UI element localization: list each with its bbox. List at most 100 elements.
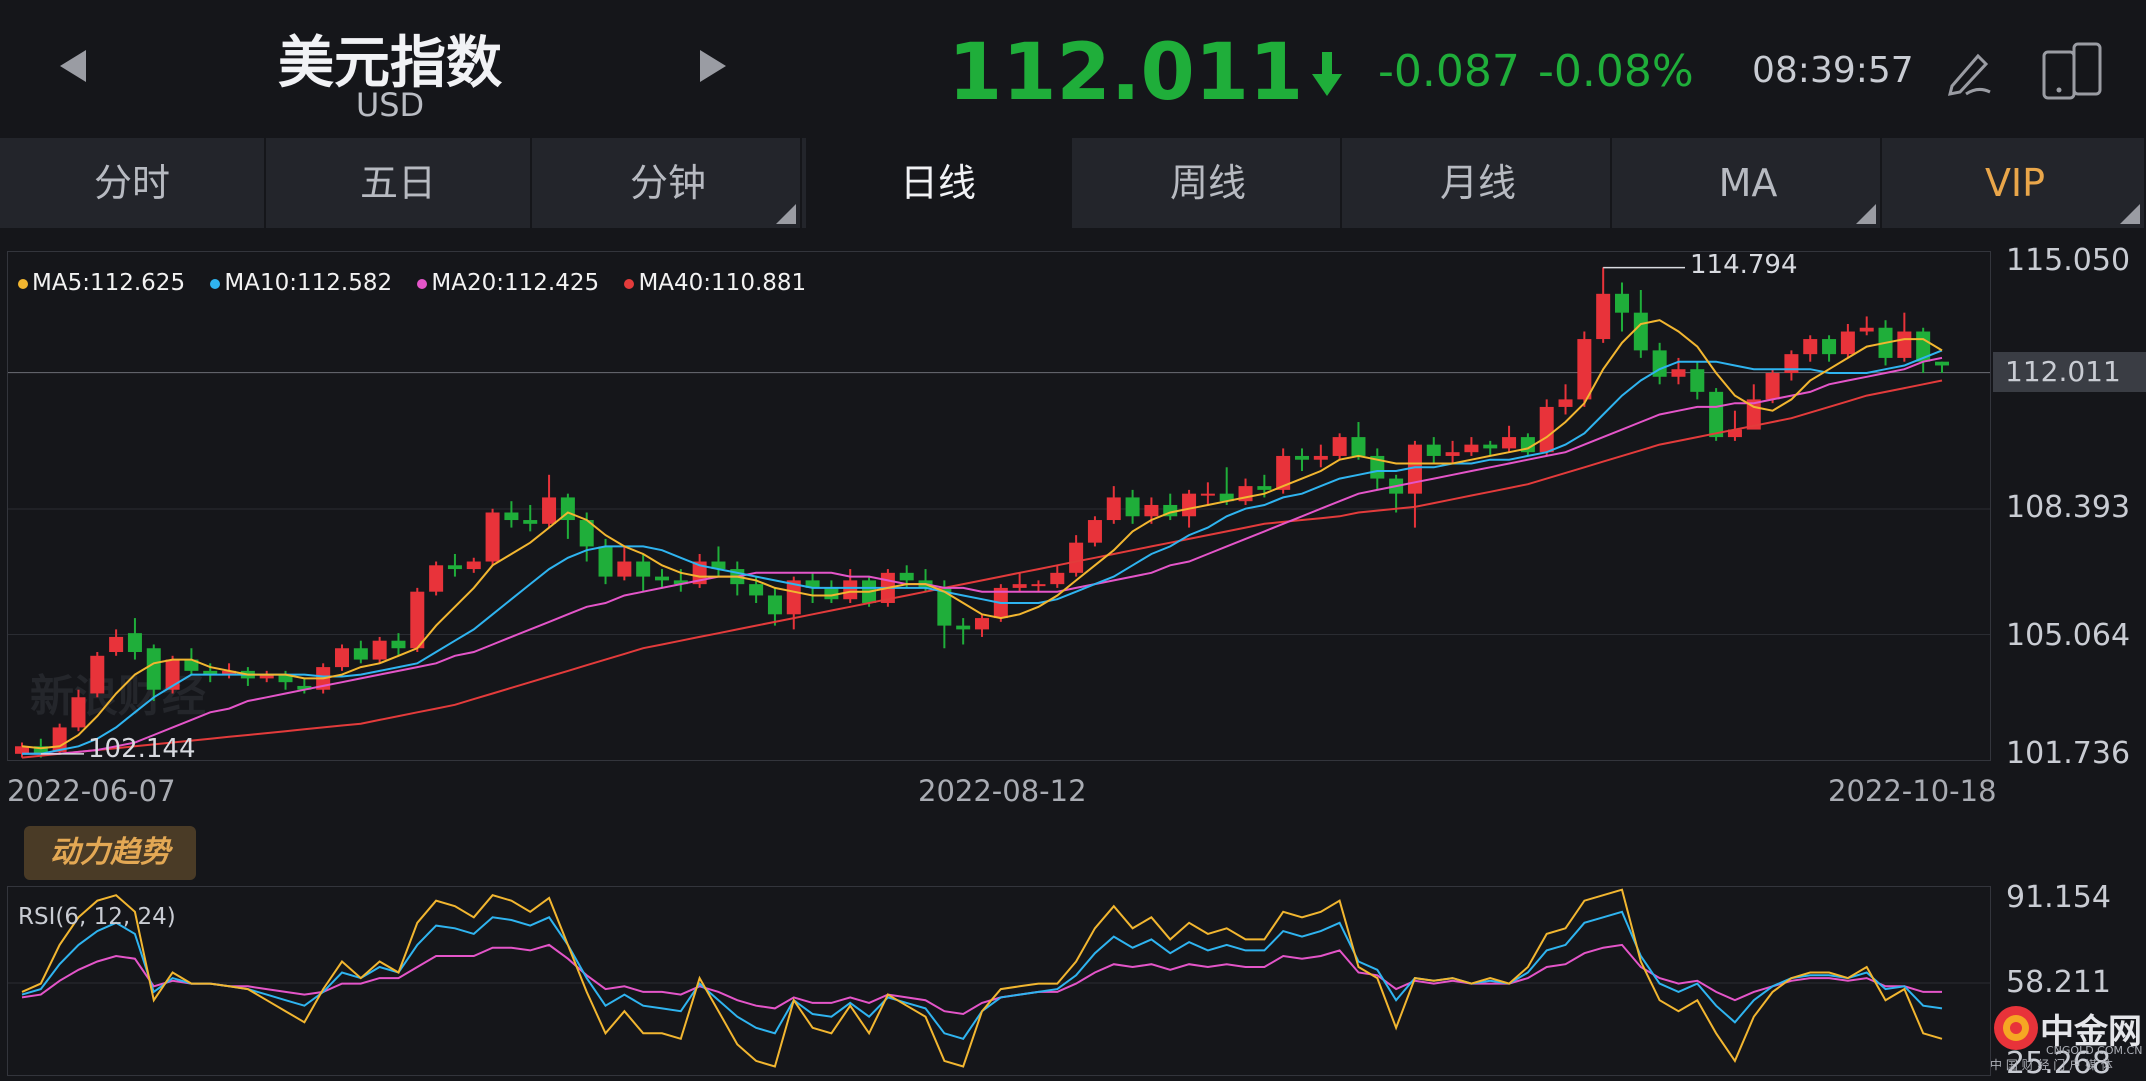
ma20-legend: MA20:112.425 <box>417 270 599 296</box>
candle-body <box>353 648 368 660</box>
candle-body <box>447 565 462 570</box>
candle-body <box>278 674 293 683</box>
candle-body <box>579 520 594 547</box>
ma10-line <box>22 349 1943 755</box>
candle-body <box>843 580 858 600</box>
candle-body <box>1050 572 1065 585</box>
y-axis-label: 105.064 <box>2006 618 2131 653</box>
candle-body <box>1464 444 1479 453</box>
candle-body <box>1709 391 1724 438</box>
dropdown-corner-icon <box>2120 204 2140 224</box>
candle-body <box>259 674 274 679</box>
candle-body <box>975 618 989 630</box>
y-axis-label: 108.393 <box>2006 490 2131 525</box>
candle-body <box>1257 486 1272 490</box>
candle-body <box>1370 455 1385 479</box>
tab-label: VIP <box>1984 161 2046 205</box>
tab-label: 月线 <box>1439 161 1516 205</box>
pen-icon[interactable] <box>1944 46 1996 98</box>
candle-body <box>1069 542 1084 573</box>
tab-intraday[interactable]: 分时 <box>0 138 266 228</box>
candle-body <box>711 561 726 570</box>
current-value-marker: 112.011 <box>1993 352 2146 392</box>
candle-body <box>15 746 29 754</box>
tab-monthly[interactable]: 月线 <box>1346 138 1612 228</box>
candle-body <box>165 659 180 690</box>
candle-body <box>1803 339 1818 355</box>
rsi24-line <box>21 943 1942 1016</box>
next-arrow-icon[interactable] <box>700 50 726 82</box>
candle-body <box>203 670 218 675</box>
rsi-label: RSI(6, 12, 24) <box>18 904 176 930</box>
logo-domain: CNGOLD.COM.CN <box>2046 1044 2143 1057</box>
low-price-label: 102.144 <box>88 734 196 764</box>
candle-body <box>1840 331 1855 355</box>
candle-body <box>805 580 820 588</box>
candle-body <box>1577 339 1592 400</box>
instrument-code: USD <box>355 86 425 124</box>
ma10-dot-icon <box>210 278 221 289</box>
tab-label: 五日 <box>359 161 436 205</box>
price-change-percent: -0.08% <box>1538 46 1694 97</box>
candle-body <box>1144 504 1159 517</box>
candle-body <box>335 648 349 668</box>
tab-label: MA <box>1718 161 1778 205</box>
ma5-value: MA5:112.625 <box>32 270 186 296</box>
trend-indicator-button[interactable]: 动力趋势 <box>24 826 196 880</box>
candle-body <box>1822 339 1837 355</box>
tab-ma[interactable]: MA <box>1616 138 1882 228</box>
period-tabs: 分时 五日 分钟 日线 周线 月线 MA VIP <box>0 138 2146 228</box>
ma40-value: MA40:110.881 <box>638 270 807 296</box>
candle-body <box>1426 444 1441 456</box>
candle-body <box>1031 584 1046 587</box>
ma20-line <box>22 356 1943 755</box>
price-change: -0.087 <box>1378 46 1520 97</box>
candle-body <box>617 561 632 577</box>
quote-header: 美元指数 USD 112.011 -0.087 -0.08% 08:39:57 <box>0 0 2146 136</box>
tab-vip[interactable]: VIP <box>1886 138 2146 228</box>
candle-body <box>1313 455 1328 460</box>
candle-body <box>1897 331 1912 358</box>
candle-body <box>523 520 538 524</box>
candle-body <box>1596 293 1611 340</box>
rotate-screen-icon[interactable] <box>2040 40 2104 102</box>
candle-body <box>1502 437 1517 449</box>
ma5-dot-icon <box>18 278 28 289</box>
candle-body <box>598 546 613 577</box>
previous-arrow-icon[interactable] <box>60 50 86 82</box>
tab-daily[interactable]: 日线 <box>806 138 1072 228</box>
ma-legend: MA5:112.625 MA10:112.582 MA20:112.425 MA… <box>18 270 824 296</box>
rsi-y-axis-label: 25.268 <box>2006 1046 2111 1081</box>
rsi12-line <box>21 910 1943 1040</box>
tab-minute[interactable]: 分钟 <box>536 138 802 228</box>
dropdown-corner-icon <box>776 204 796 224</box>
date-label: 2022-06-07 <box>7 774 176 808</box>
candle-body <box>1182 493 1197 517</box>
candle-body <box>109 636 124 653</box>
tab-five-day[interactable]: 五日 <box>266 138 532 228</box>
candle-body <box>1859 327 1874 332</box>
ma40-dot-icon <box>624 278 635 289</box>
rsi-panel[interactable] <box>7 886 1991 1076</box>
tab-label: 周线 <box>1169 161 1246 205</box>
candle-body <box>1539 406 1554 453</box>
date-label: 2022-10-18 <box>1828 774 1997 808</box>
tab-label: 日线 <box>899 161 976 205</box>
candle-body <box>1219 493 1234 502</box>
candle-body <box>222 670 237 675</box>
candle-body <box>1633 312 1648 351</box>
candle-body <box>899 572 914 581</box>
tab-weekly[interactable]: 周线 <box>1076 138 1342 228</box>
tab-label: 分钟 <box>629 161 706 205</box>
candle-body <box>655 576 669 581</box>
candle-body <box>1558 399 1573 407</box>
down-arrow-icon <box>1312 52 1342 96</box>
instrument-title: 美元指数 <box>278 31 502 96</box>
candle-body <box>429 565 444 592</box>
candlestick-panel[interactable] <box>7 251 1991 761</box>
ma40-line <box>21 379 1943 759</box>
cngold-logo-icon <box>1994 1006 2038 1050</box>
ma20-value: MA20:112.425 <box>431 270 600 296</box>
tab-label: 分时 <box>93 161 170 205</box>
